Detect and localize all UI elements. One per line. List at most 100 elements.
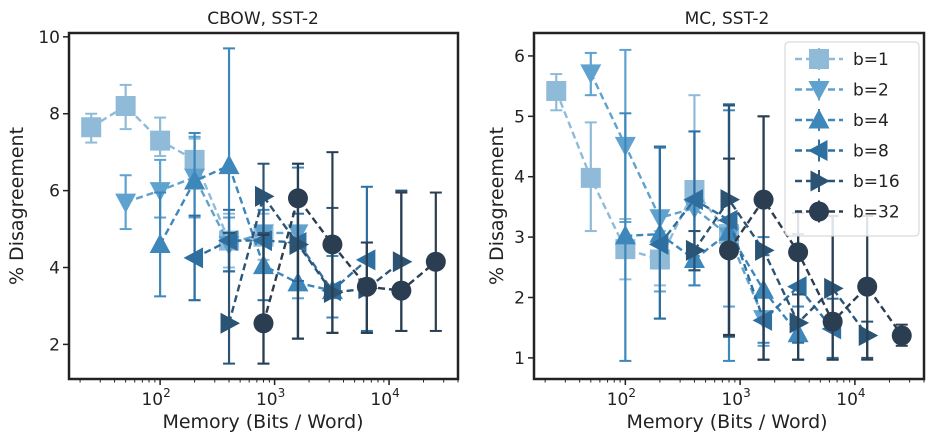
legend-label: b=32 xyxy=(853,203,900,223)
data-point xyxy=(355,249,376,271)
legend-marker xyxy=(810,170,830,192)
data-point xyxy=(720,189,740,211)
data-point xyxy=(392,251,413,273)
data-point xyxy=(289,233,309,255)
legend-item: b=16 xyxy=(795,170,900,192)
data-point xyxy=(115,96,136,117)
x-tick-exponent: 3 xyxy=(743,386,751,400)
x-ticks: 102 103 104 xyxy=(79,379,459,410)
data-point xyxy=(858,325,879,347)
data-point xyxy=(891,325,912,346)
data-point xyxy=(323,282,344,303)
data-point xyxy=(822,311,843,332)
data-point xyxy=(322,234,343,255)
y-tick-label: 2 xyxy=(514,288,525,308)
y-axis-label: % Disagreement xyxy=(6,127,28,285)
series-line xyxy=(159,163,333,292)
legend-label: b=16 xyxy=(853,172,900,192)
data-point xyxy=(546,80,567,101)
x-tick-exponent: 3 xyxy=(278,386,286,400)
legend-item: b=8 xyxy=(795,139,889,162)
y-tick-label: 6 xyxy=(514,47,525,67)
x-tick-exponent: 2 xyxy=(628,386,636,400)
y-tick-label: 6 xyxy=(49,182,60,202)
data-point xyxy=(824,277,844,299)
legend-marker xyxy=(809,49,829,69)
legend-label: b=4 xyxy=(853,111,889,131)
data-point xyxy=(149,233,171,253)
data-point xyxy=(115,193,137,214)
series-line xyxy=(658,198,834,330)
y-ticks: 2 4 6 8 10 xyxy=(38,28,69,355)
x-axis-label: Memory (Bits / Word) xyxy=(162,411,363,433)
legend-label: b=2 xyxy=(853,81,889,101)
data-point xyxy=(356,276,377,297)
y-axis-label: % Disagreement xyxy=(486,127,508,285)
data-point xyxy=(81,117,102,138)
y-tick-label: 2 xyxy=(49,335,60,355)
x-tick-base: 10 xyxy=(607,390,629,410)
data-point xyxy=(184,170,206,190)
legend-label: b=1 xyxy=(853,50,889,70)
data-point xyxy=(719,240,739,261)
x-tick-label: 102 xyxy=(141,386,170,410)
data-point xyxy=(580,167,601,188)
x-ticks: 102 103 104 xyxy=(544,379,925,410)
x-tick-label: 104 xyxy=(370,386,399,410)
y-tick-label: 10 xyxy=(38,28,60,48)
data-point xyxy=(220,312,241,334)
x-tick-label: 103 xyxy=(256,386,285,410)
x-axis-label: Memory (Bits / Word) xyxy=(626,411,827,433)
legend-marker xyxy=(808,140,828,161)
data-point xyxy=(218,154,240,175)
data-point xyxy=(788,242,809,263)
data-point xyxy=(287,188,308,209)
legend-marker xyxy=(809,201,829,222)
data-point xyxy=(685,239,706,261)
data-point xyxy=(648,233,669,255)
series-b32 xyxy=(253,151,446,365)
panel-title: MC, SST-2 xyxy=(685,9,770,29)
data-point xyxy=(755,239,775,261)
x-tick-exponent: 2 xyxy=(163,386,171,400)
x-tick-base: 10 xyxy=(256,390,278,410)
legend-label: b=8 xyxy=(853,142,889,162)
legend-item: b=2 xyxy=(795,78,889,101)
legend: b=1 b=2 b=4 b=8 b=16 b=32 xyxy=(784,41,920,237)
series-line xyxy=(555,90,730,261)
plot-marks xyxy=(81,47,446,365)
y-tick-label: 4 xyxy=(49,259,60,279)
x-tick-base: 10 xyxy=(836,390,858,410)
legend-marker xyxy=(808,109,830,129)
data-point xyxy=(253,313,274,334)
data-point xyxy=(255,185,275,207)
data-point xyxy=(150,130,171,151)
legend-item: b=1 xyxy=(795,48,889,70)
y-tick-label: 1 xyxy=(514,349,525,369)
y-tick-label: 4 xyxy=(514,168,525,188)
data-point xyxy=(218,230,238,252)
data-point xyxy=(789,312,810,334)
data-point xyxy=(683,189,703,211)
data-point xyxy=(183,247,204,269)
x-tick-base: 10 xyxy=(141,390,163,410)
y-tick-label: 3 xyxy=(514,228,525,248)
series-line xyxy=(262,195,437,324)
y-tick-label: 5 xyxy=(514,107,525,127)
y-ticks: 1 2 3 4 5 6 xyxy=(514,47,534,369)
data-point xyxy=(857,276,878,297)
data-point xyxy=(718,209,738,231)
legend-marker xyxy=(808,81,830,101)
data-point xyxy=(614,224,636,245)
x-tick-label: 102 xyxy=(607,386,636,410)
plot-marks xyxy=(546,48,912,362)
data-point xyxy=(753,189,774,210)
x-tick-base: 10 xyxy=(370,390,392,410)
x-tick-exponent: 4 xyxy=(392,386,400,400)
series-line xyxy=(194,239,368,293)
legend-item: b=32 xyxy=(795,200,900,223)
x-tick-label: 103 xyxy=(721,386,750,410)
